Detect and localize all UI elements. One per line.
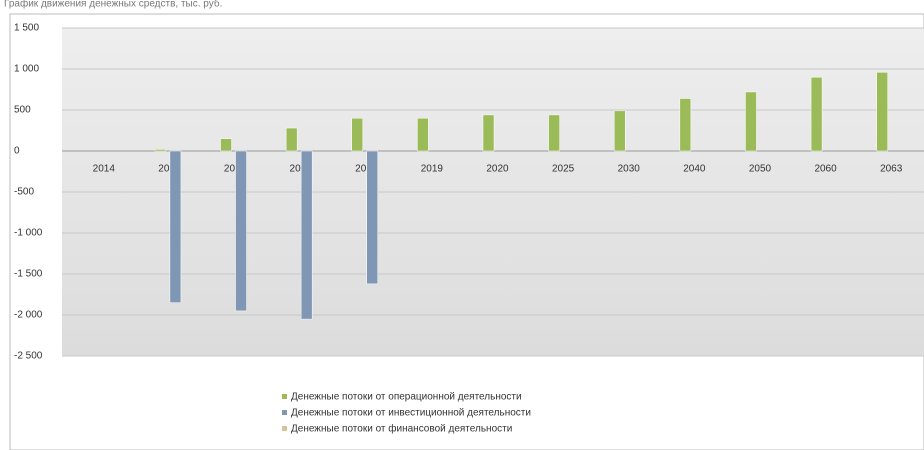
bar bbox=[876, 72, 888, 152]
y-tick-label: -500 bbox=[14, 187, 34, 198]
x-tick-label: 2040 bbox=[683, 164, 706, 175]
bar bbox=[745, 91, 757, 152]
x-tick-label: 2050 bbox=[749, 164, 772, 175]
bar bbox=[482, 114, 495, 152]
x-tick-label: 2015 bbox=[158, 164, 181, 175]
y-tick-label: -2 000 bbox=[14, 310, 43, 321]
legend-marker bbox=[282, 410, 287, 415]
bar bbox=[417, 117, 429, 152]
bar bbox=[679, 98, 692, 152]
bar bbox=[220, 138, 232, 152]
x-tick-label: 2018 bbox=[355, 164, 378, 175]
legend-marker bbox=[282, 426, 287, 431]
y-tick-label: 0 bbox=[14, 146, 20, 157]
y-tick-label: -1 500 bbox=[14, 269, 43, 280]
x-tick-label: 2016 bbox=[224, 164, 247, 175]
bar bbox=[810, 76, 823, 152]
bar bbox=[300, 150, 313, 320]
x-tick-label: 2020 bbox=[486, 164, 509, 175]
x-tick-label: 2019 bbox=[421, 164, 444, 175]
legend-label: Денежные потоки от финансовой деятельнос… bbox=[291, 423, 512, 435]
chart-title: График движения денежных средств, тыс. р… bbox=[4, 0, 222, 10]
legend-marker bbox=[282, 394, 287, 399]
bar bbox=[154, 149, 167, 152]
x-tick-label: 2014 bbox=[93, 164, 116, 175]
legend-label: Денежные потоки от операционной деятельн… bbox=[291, 392, 522, 403]
y-tick-label: 500 bbox=[14, 105, 31, 116]
x-tick-label: 2017 bbox=[290, 164, 313, 175]
bar bbox=[235, 150, 247, 312]
y-tick-label: -1 000 bbox=[14, 228, 43, 239]
legend-label: Денежные потоки от инвестиционной деятел… bbox=[291, 408, 531, 419]
bar bbox=[169, 150, 182, 303]
x-tick-label: 2030 bbox=[618, 164, 641, 175]
y-tick-label: 1 500 bbox=[14, 23, 39, 34]
x-tick-label: 2060 bbox=[814, 164, 837, 175]
bar bbox=[613, 110, 626, 152]
x-tick-label: 2025 bbox=[552, 164, 575, 175]
bar bbox=[351, 117, 364, 152]
y-tick-label: -2 500 bbox=[14, 351, 43, 362]
x-tick-label: 2063 bbox=[880, 164, 903, 175]
bar bbox=[548, 114, 560, 152]
bar bbox=[366, 150, 379, 285]
y-tick-label: 1 000 bbox=[14, 64, 39, 75]
bar bbox=[285, 127, 298, 152]
